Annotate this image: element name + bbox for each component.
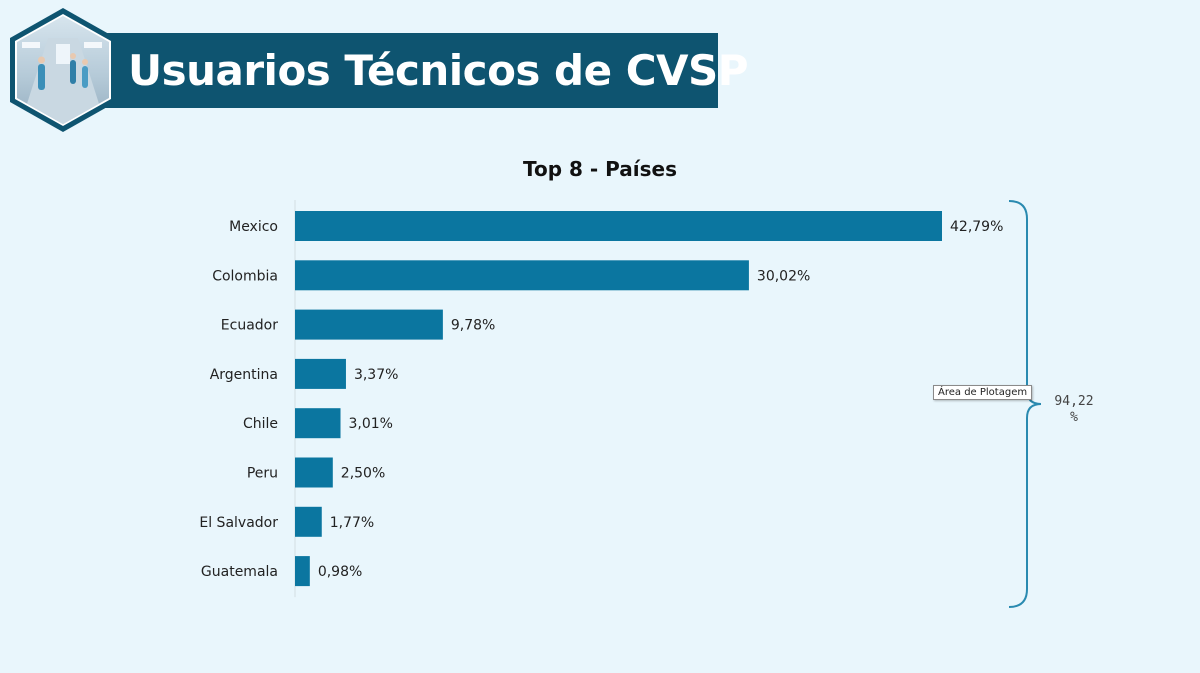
page-title: Usuarios Técnicos de CVSP [128,46,749,95]
bar-ecuador [295,309,443,340]
value-label-el-salvador: 1,77% [330,515,374,531]
category-label-mexico: Mexico [229,219,278,235]
category-label-argentina: Argentina [210,367,278,383]
bar-colombia [295,260,749,291]
category-label-ecuador: Ecuador [221,318,278,334]
total-percentage-value: 94,22 [1054,394,1094,409]
header-banner [96,33,718,108]
bar-el-salvador [295,506,322,537]
bar-peru [295,457,333,488]
value-label-colombia: 30,02% [757,268,810,284]
plot-area-tooltip: Área de Plotagem [933,385,1033,400]
chart-title: Top 8 - Países [523,157,677,181]
category-label-el-salvador: El Salvador [199,515,278,531]
value-label-mexico: 42,79% [950,219,1003,235]
value-label-guatemala: 0,98% [318,564,362,580]
total-bracket [1008,200,1042,608]
category-label-guatemala: Guatemala [201,564,278,580]
hospital-logo-icon [10,8,116,132]
total-percentage-unit: % [1070,410,1078,425]
bar-mexico [295,211,942,241]
category-label-chile: Chile [243,416,278,432]
bar-argentina [295,358,346,389]
value-label-peru: 2,50% [341,466,385,482]
bar-guatemala [295,556,310,587]
value-label-chile: 3,01% [349,416,393,432]
category-label-colombia: Colombia [212,268,278,284]
value-label-argentina: 3,37% [354,367,398,383]
value-label-ecuador: 9,78% [451,318,495,334]
bar-chile [295,408,341,439]
category-label-peru: Peru [247,466,278,482]
